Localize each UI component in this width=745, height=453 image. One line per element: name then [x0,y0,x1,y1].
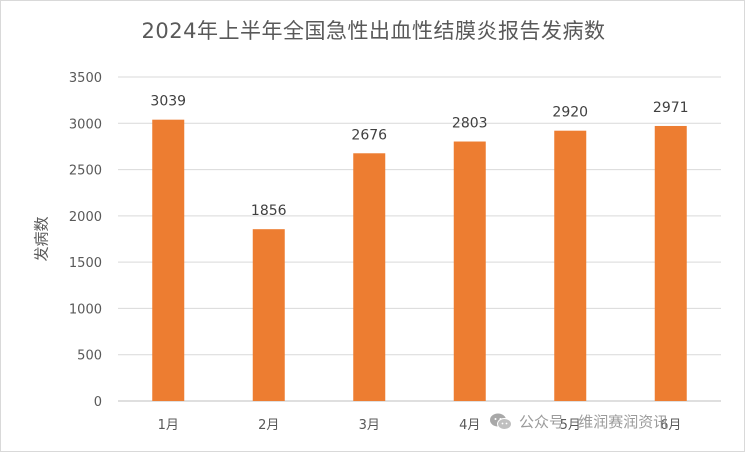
y-tick-label: 0 [94,395,102,410]
data-label: 2803 [452,116,488,132]
y-tick-label: 1000 [69,302,102,317]
y-tick-label: 1500 [69,256,102,271]
x-tick-label: 1月 [158,418,179,433]
data-label: 2971 [653,100,689,116]
bar [453,141,486,402]
wechat-icon [490,413,512,430]
data-labels: 3039 1856 2676 2803 2920 2971 [150,94,688,220]
data-label: 2920 [552,105,588,121]
x-tick-label: 6月 [660,418,681,433]
bar [252,229,285,401]
x-tick-label: 3月 [359,418,380,433]
y-tick-label: 3000 [69,117,102,132]
bar [654,125,687,402]
y-axis-ticks: 0 500 1000 1500 2000 2500 3000 3500 [69,71,102,410]
data-label: 1856 [251,203,287,219]
bars [152,119,687,402]
x-tick-label: 5月 [560,418,581,433]
chart-title: 2024年上半年全国急性出血性结膜炎报告发病数 [141,19,606,43]
y-tick-label: 2000 [69,210,102,225]
bar [554,130,587,402]
x-tick-label: 4月 [459,418,480,433]
y-tick-label: 3500 [69,71,102,86]
y-tick-label: 2500 [69,164,102,179]
data-label: 3039 [150,94,186,110]
watermark-text: 公众号 · 维润赛润资讯 [519,413,669,431]
y-tick-label: 500 [77,349,102,364]
bar [353,153,386,401]
gridlines [118,76,721,402]
watermark: 公众号 · 维润赛润资讯 [489,411,668,432]
x-tick-label: 2月 [258,418,279,433]
bar [152,119,185,402]
data-label: 2676 [351,127,387,143]
x-axis-ticks: 1月 2月 3月 4月 5月 6月 [158,418,682,433]
